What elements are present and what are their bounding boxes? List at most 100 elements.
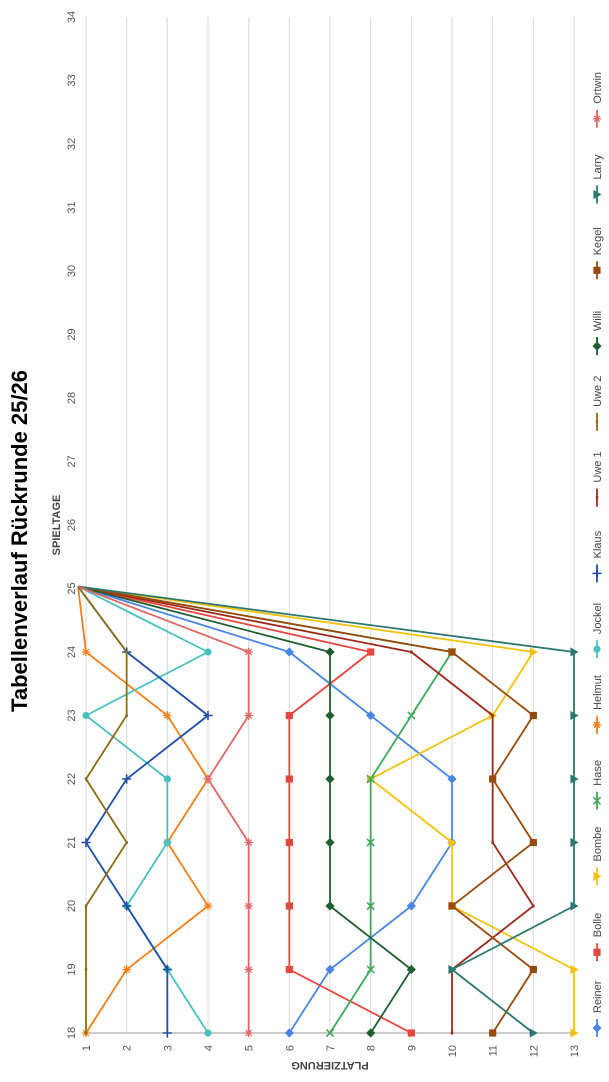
data-point-willi-21 bbox=[325, 837, 335, 848]
data-point-ortwin-20 bbox=[244, 901, 253, 911]
spieltag-tick-29: 29 bbox=[66, 328, 78, 340]
spieltag-tick-18: 18 bbox=[66, 1027, 78, 1039]
data-point-reiner-19 bbox=[325, 964, 335, 975]
data-point-ortwin-24 bbox=[244, 647, 253, 657]
series-line-bombe bbox=[77, 585, 575, 1033]
legend-item-kegel: Kegel bbox=[592, 227, 604, 280]
legend-marker-willi bbox=[592, 341, 602, 351]
placement-tick-6: 6 bbox=[284, 1045, 296, 1051]
legend-label-reiner: Reiner bbox=[592, 980, 604, 1013]
data-point-jockel-18 bbox=[204, 1029, 212, 1037]
placement-tick-5: 5 bbox=[244, 1045, 256, 1051]
legend-label-hase: Hase bbox=[592, 760, 604, 786]
spieltag-tick-21: 21 bbox=[66, 836, 78, 848]
legend-label-larry: Larry bbox=[592, 154, 604, 180]
spieltag-tick-27: 27 bbox=[66, 455, 78, 467]
data-point-klaus-22 bbox=[122, 774, 132, 784]
spieltag-tick-25: 25 bbox=[66, 582, 78, 594]
spieltag-tick-28: 28 bbox=[66, 392, 78, 404]
legend-label-kegel: Kegel bbox=[592, 227, 604, 255]
placement-tick-9: 9 bbox=[406, 1045, 418, 1051]
data-point-kegel-23 bbox=[529, 711, 537, 720]
data-point-willi-24 bbox=[325, 647, 335, 657]
spieltag-tick-34: 34 bbox=[66, 11, 78, 23]
legend-marker-larry bbox=[593, 189, 602, 200]
data-point-bolle-24 bbox=[367, 648, 375, 656]
data-point-jockel-21 bbox=[163, 838, 171, 847]
data-point-willi-22 bbox=[325, 774, 335, 784]
legend-label-bolle: Bolle bbox=[592, 913, 604, 937]
legend-item-uwe-1: Uwe 1 bbox=[592, 451, 604, 507]
x-axis-title: SPIELTAGE bbox=[51, 495, 63, 556]
series-larry bbox=[77, 585, 579, 1038]
legend-item-bolle: Bolle bbox=[592, 913, 604, 962]
data-point-klaus-23 bbox=[203, 710, 213, 721]
data-point-bolle-22 bbox=[285, 775, 293, 783]
legend-marker-kegel bbox=[593, 266, 601, 274]
legend-label-helmut: Helmut bbox=[592, 675, 604, 710]
data-point-kegel-19 bbox=[529, 965, 537, 974]
data-point-larry-23 bbox=[570, 710, 579, 721]
legend-label-bombe: Bombe bbox=[592, 827, 604, 862]
spieltag-tick-19: 19 bbox=[66, 963, 78, 975]
spieltag-tick-33: 33 bbox=[66, 74, 78, 86]
legend-label-klaus: Klaus bbox=[592, 530, 604, 558]
series-hase bbox=[77, 585, 457, 1038]
series-kegel bbox=[77, 585, 537, 1037]
data-point-bolle-20 bbox=[285, 902, 293, 910]
data-point-kegel-21 bbox=[529, 838, 537, 847]
placement-tick-10: 10 bbox=[447, 1045, 459, 1057]
series-line-kegel bbox=[77, 585, 535, 1034]
legend-marker-bolle bbox=[593, 948, 601, 956]
data-point-jockel-23 bbox=[82, 711, 90, 720]
data-point-hase-23 bbox=[407, 711, 416, 720]
legend-marker-reiner bbox=[592, 1023, 602, 1033]
data-point-reiner-22 bbox=[447, 774, 457, 784]
data-point-larry-24 bbox=[570, 647, 579, 657]
spieltag-tick-32: 32 bbox=[66, 138, 78, 150]
data-point-kegel-18 bbox=[489, 1029, 497, 1037]
data-point-jockel-22 bbox=[163, 775, 171, 783]
data-point-reiner-20 bbox=[406, 901, 416, 911]
legend-item-jockel: Jockel bbox=[592, 603, 604, 659]
placement-tick-13: 13 bbox=[569, 1045, 581, 1057]
spieltag-tick-26: 26 bbox=[66, 519, 78, 531]
data-point-ortwin-22 bbox=[203, 774, 213, 784]
data-point-willi-23 bbox=[325, 710, 335, 721]
data-point-larry-19 bbox=[448, 964, 457, 975]
series-line-uwe-1 bbox=[77, 585, 535, 1033]
y-axis-title: PLATZIERUNG bbox=[291, 1059, 368, 1071]
series-bolle bbox=[77, 585, 415, 1037]
spieltag-tick-23: 23 bbox=[66, 709, 78, 721]
data-point-bolle-21 bbox=[285, 838, 293, 847]
placement-tick-11: 11 bbox=[488, 1045, 500, 1056]
data-point-bolle-18 bbox=[407, 1029, 415, 1037]
data-point-jockel-24 bbox=[204, 648, 212, 656]
series-willi bbox=[77, 585, 416, 1038]
legend-marker-jockel bbox=[593, 645, 601, 653]
data-point-helmut-19 bbox=[122, 965, 131, 974]
spieltag-tick-22: 22 bbox=[66, 773, 78, 785]
data-point-helmut-20 bbox=[203, 901, 213, 911]
series-uwe-1 bbox=[77, 585, 535, 1035]
series-jockel bbox=[77, 585, 212, 1037]
legend-marker-helmut bbox=[592, 720, 602, 730]
legend-label-uwe-2: Uwe 2 bbox=[592, 376, 604, 407]
series-line-uwe-2 bbox=[77, 585, 128, 1033]
legend-label-willi: Willi bbox=[592, 311, 604, 331]
legend-marker-hase bbox=[592, 796, 602, 805]
placement-tick-12: 12 bbox=[528, 1045, 540, 1057]
placement-tick-1: 1 bbox=[81, 1045, 93, 1051]
data-point-bolle-23 bbox=[285, 711, 293, 720]
data-point-bombe-24 bbox=[529, 647, 538, 657]
legend-label-jockel: Jockel bbox=[592, 603, 604, 634]
placement-tick-8: 8 bbox=[366, 1045, 378, 1051]
data-point-hase-22 bbox=[366, 774, 375, 784]
legend-item-hase: Hase bbox=[592, 760, 604, 810]
data-point-reiner-18 bbox=[284, 1028, 294, 1038]
series-ortwin bbox=[77, 585, 253, 1038]
placement-tick-7: 7 bbox=[325, 1045, 337, 1051]
data-point-ortwin-23 bbox=[244, 711, 253, 720]
series-line-larry bbox=[77, 585, 575, 1034]
